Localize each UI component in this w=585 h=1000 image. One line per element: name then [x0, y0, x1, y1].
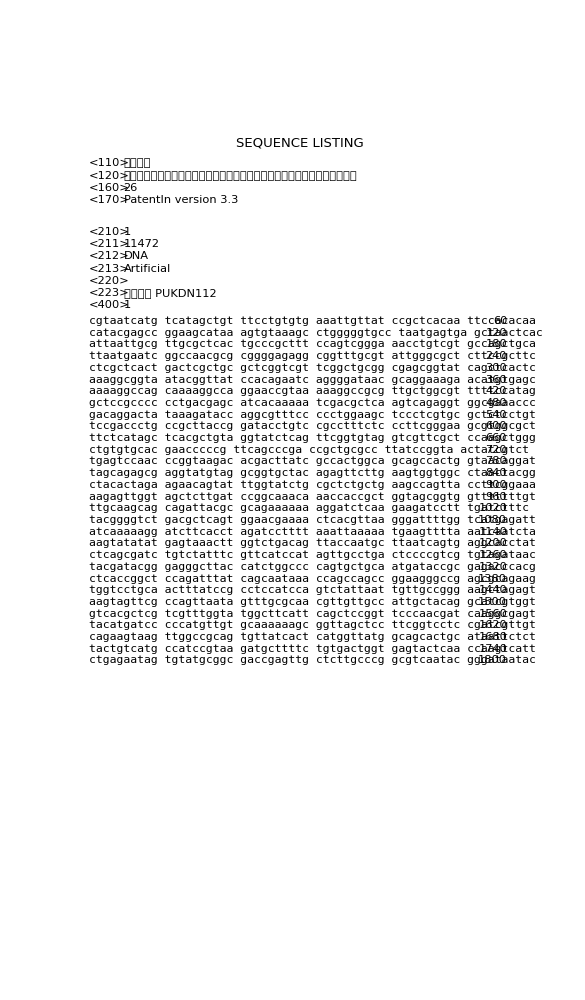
Text: aaaaggccag caaaaggcca ggaaccgtaa aaaggccgcg ttgctggcgt ttttccatag: aaaaggccag caaaaggcca ggaaccgtaa aaaggcc… [88, 386, 535, 396]
Text: <120>: <120> [88, 171, 129, 181]
Text: 1680: 1680 [479, 632, 507, 642]
Text: <212>: <212> [88, 251, 129, 261]
Text: 1440: 1440 [479, 585, 507, 595]
Text: aagtatatat gagtaaactt ggtctgacag ttaccaatgc ttaatcagtg aggcacctat: aagtatatat gagtaaactt ggtctgacag ttaccaa… [88, 538, 535, 548]
Text: 180: 180 [486, 339, 507, 349]
Text: 用于在马克思克鲁维酵母营养缺陷型菌株中进行外源基因分泌表达的重组载体: 用于在马克思克鲁维酵母营养缺陷型菌株中进行外源基因分泌表达的重组载体 [123, 171, 357, 181]
Text: gctccgcccc cctgacgagc atcacaaaaa tcgacgctca agtcagaggt ggcgaaaccc: gctccgcccc cctgacgagc atcacaaaaa tcgacgc… [88, 398, 535, 408]
Text: Artificial: Artificial [123, 264, 171, 274]
Text: 1080: 1080 [478, 515, 507, 525]
Text: ctcgctcact gactcgctgc gctcggtcgt tcggctgcgg cgagcggtat cagctcactc: ctcgctcact gactcgctgc gctcggtcgt tcggctg… [88, 363, 535, 373]
Text: catacgagcc ggaagcataa agtgtaaagc ctgggggtgcc taatgagtga gctaactcac: catacgagcc ggaagcataa agtgtaaagc ctggggg… [88, 328, 542, 338]
Text: 1560: 1560 [479, 609, 507, 619]
Text: 重组载体 PUKDN112: 重组载体 PUKDN112 [123, 288, 216, 298]
Text: tactgtcatg ccatccgtaa gatgcttttc tgtgactggt gagtactcaa ccaagtcatt: tactgtcatg ccatccgtaa gatgcttttc tgtgact… [88, 644, 535, 654]
Text: tacatgatcc cccatgttgt gcaaaaaagc ggttagctcc ttcggtcctc cgatcgttgt: tacatgatcc cccatgttgt gcaaaaaagc ggttagc… [88, 620, 535, 630]
Text: <220>: <220> [88, 276, 129, 286]
Text: tacggggtct gacgctcagt ggaacgaaaa ctcacgttaa gggattttgg tcatgagatt: tacggggtct gacgctcagt ggaacgaaaa ctcacgt… [88, 515, 535, 525]
Text: gacaggacta taaagatacc aggcgtttcc ccctggaagc tccctcgtgc gctctcctgt: gacaggacta taaagatacc aggcgtttcc ccctgga… [88, 410, 535, 420]
Text: 720: 720 [486, 445, 507, 455]
Text: PatentIn version 3.3: PatentIn version 3.3 [123, 195, 238, 205]
Text: aaaggcggta atacggttat ccacagaatc aggggataac gcaggaaaga acatgtgagc: aaaggcggta atacggttat ccacagaatc aggggat… [88, 375, 535, 385]
Text: <400>: <400> [88, 300, 129, 310]
Text: 600: 600 [486, 421, 507, 431]
Text: 1260: 1260 [479, 550, 507, 560]
Text: DNA: DNA [123, 251, 149, 261]
Text: 540: 540 [486, 410, 507, 420]
Text: 60: 60 [493, 316, 507, 326]
Text: 1140: 1140 [479, 527, 507, 537]
Text: ctcaccggct ccagatttat cagcaataaa ccagccagcc ggaagggccg agcgcagaag: ctcaccggct ccagatttat cagcaataaa ccagcca… [88, 574, 535, 584]
Text: <160>: <160> [88, 183, 129, 193]
Text: <213>: <213> [88, 264, 129, 274]
Text: ttgcaagcag cagattacgc gcagaaaaaa aggatctcaa gaagatcctt tgatctttc: ttgcaagcag cagattacgc gcagaaaaaa aggatct… [88, 503, 529, 513]
Text: 900: 900 [486, 480, 507, 490]
Text: 660: 660 [486, 433, 507, 443]
Text: cgtaatcatg tcatagctgt ttcctgtgtg aaattgttat ccgctcacaa ttccacacaa: cgtaatcatg tcatagctgt ttcctgtgtg aaattgt… [88, 316, 535, 326]
Text: 1620: 1620 [479, 620, 507, 630]
Text: 复旦大学: 复旦大学 [123, 158, 151, 168]
Text: 360: 360 [486, 375, 507, 385]
Text: aagagttggt agctcttgat ccggcaaaca aaccaccgct ggtagcggtg gtttttttgt: aagagttggt agctcttgat ccggcaaaca aaccacc… [88, 492, 535, 502]
Text: 1800: 1800 [478, 655, 507, 665]
Text: 1: 1 [123, 300, 131, 310]
Text: ctgagaatag tgtatgcggc gaccgagttg ctcttgcccg gcgtcaatac gggataatac: ctgagaatag tgtatgcggc gaccgagttg ctcttgc… [88, 655, 535, 665]
Text: 1320: 1320 [479, 562, 507, 572]
Text: 780: 780 [486, 456, 507, 466]
Text: <170>: <170> [88, 195, 130, 205]
Text: 120: 120 [486, 328, 507, 338]
Text: tacgatacgg gagggcttac catctggccc cagtgctgca atgataccgc gagacccacg: tacgatacgg gagggcttac catctggccc cagtgct… [88, 562, 535, 572]
Text: ctcagcgatc tgtctatttc gttcatccat agttgcctga ctccccgtcg tgtagataac: ctcagcgatc tgtctatttc gttcatccat agttgcc… [88, 550, 535, 560]
Text: 1500: 1500 [478, 597, 507, 607]
Text: ttctcatagc tcacgctgta ggtatctcag ttcggtgtag gtcgttcgct ccaagctggg: ttctcatagc tcacgctgta ggtatctcag ttcggtg… [88, 433, 535, 443]
Text: 1: 1 [123, 227, 131, 237]
Text: tagcagagcg aggtatgtag gcggtgctac agagttcttg aagtggtggc ctaactacgg: tagcagagcg aggtatgtag gcggtgctac agagttc… [88, 468, 535, 478]
Text: 840: 840 [486, 468, 507, 478]
Text: 240: 240 [486, 351, 507, 361]
Text: 1200: 1200 [479, 538, 507, 548]
Text: tccgaccctg ccgcttaccg gatacctgtc cgcctttctc ccttcgggaa gcgtggcgct: tccgaccctg ccgcttaccg gatacctgtc cgccttt… [88, 421, 535, 431]
Text: cagaagtaag ttggccgcag tgttatcact catggttatg gcagcactgc ataattctct: cagaagtaag ttggccgcag tgttatcact catggtt… [88, 632, 535, 642]
Text: tgagtccaac ccggtaagac acgacttatc gccactggca gcagccactg gtaacaggat: tgagtccaac ccggtaagac acgacttatc gccactg… [88, 456, 535, 466]
Text: 300: 300 [486, 363, 507, 373]
Text: atcaaaaagg atcttcacct agatcctttt aaattaaaaa tgaagtttta aatcaatcta: atcaaaaagg atcttcacct agatcctttt aaattaa… [88, 527, 535, 537]
Text: <223>: <223> [88, 288, 129, 298]
Text: 26: 26 [123, 183, 137, 193]
Text: 480: 480 [486, 398, 507, 408]
Text: 1380: 1380 [478, 574, 507, 584]
Text: ctgtgtgcac gaacccccg ttcagcccga ccgctgcgcc ttatccggta actatcgtct: ctgtgtgcac gaacccccg ttcagcccga ccgctgcg… [88, 445, 529, 455]
Text: SEQUENCE LISTING: SEQUENCE LISTING [236, 137, 363, 150]
Text: gtcacgctcg tcgtttggta tggcttcatt cagctccggt tcccaacgat caaggcgagt: gtcacgctcg tcgtttggta tggcttcatt cagctcc… [88, 609, 535, 619]
Text: 11472: 11472 [123, 239, 160, 249]
Text: 960: 960 [486, 492, 507, 502]
Text: <211>: <211> [88, 239, 129, 249]
Text: attaattgcg ttgcgctcac tgcccgcttt ccagtcggga aacctgtcgt gccagctgca: attaattgcg ttgcgctcac tgcccgcttt ccagtcg… [88, 339, 535, 349]
Text: aagtagttcg ccagttaata gtttgcgcaa cgttgttgcc attgctacag gcatcgtggt: aagtagttcg ccagttaata gtttgcgcaa cgttgtt… [88, 597, 535, 607]
Text: ttaatgaatc ggccaacgcg cggggagagg cggtttgcgt attgggcgct cttccgcttc: ttaatgaatc ggccaacgcg cggggagagg cggtttg… [88, 351, 535, 361]
Text: 1740: 1740 [479, 644, 507, 654]
Text: <110>: <110> [88, 158, 130, 168]
Text: tggtcctgca actttatccg cctccatcca gtctattaat tgttgccggg aagctagagt: tggtcctgca actttatccg cctccatcca gtctatt… [88, 585, 535, 595]
Text: 420: 420 [486, 386, 507, 396]
Text: 1020: 1020 [479, 503, 507, 513]
Text: <210>: <210> [88, 227, 129, 237]
Text: ctacactaga agaacagtat ttggtatctg cgctctgctg aagccagtta ccttcggaaa: ctacactaga agaacagtat ttggtatctg cgctctg… [88, 480, 535, 490]
